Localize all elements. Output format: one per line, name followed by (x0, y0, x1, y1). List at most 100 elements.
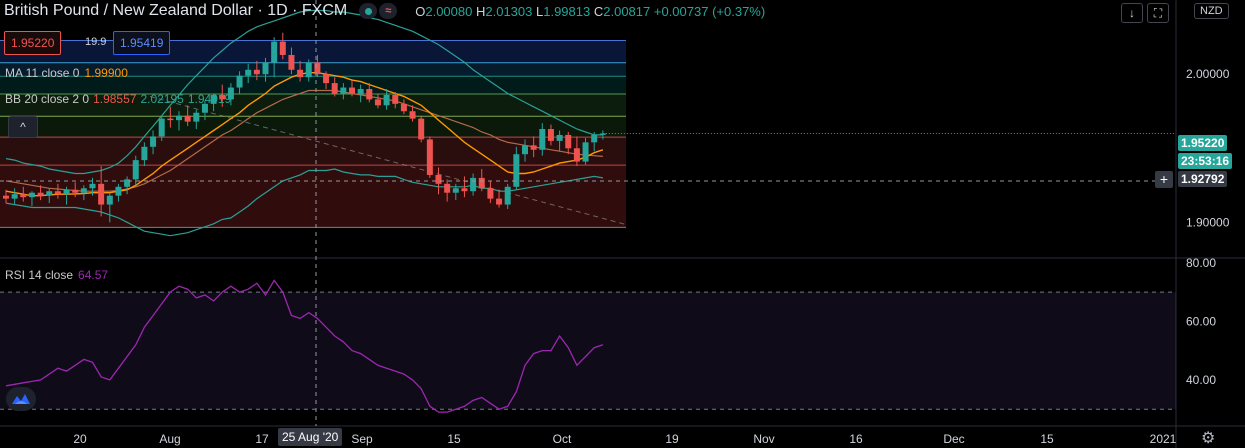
time-tick-label: 19 (665, 432, 679, 446)
candle-body (141, 146, 148, 161)
candle-body (444, 183, 451, 193)
time-tick-label: Dec (943, 432, 964, 446)
fullscreen-button[interactable]: ⛶ (1147, 3, 1169, 23)
ma-value: 1.99900 (84, 66, 128, 80)
collapse-legend-button[interactable]: ^ (8, 116, 38, 138)
scroll-down-button[interactable]: ↓ (1121, 3, 1143, 23)
candle-body (193, 112, 200, 122)
candle-body (253, 69, 260, 75)
sell-button[interactable]: 1.95220 (4, 31, 62, 55)
time-tick-label: 15 (1040, 432, 1054, 446)
bb-legend[interactable]: BB 20 close 2 0 1.98557 2.02195 1.94919 (5, 92, 231, 106)
rsi-tick-label: 40.00 (1186, 373, 1216, 387)
candle-body (80, 188, 87, 193)
candle-body (124, 179, 131, 187)
candle-body (271, 41, 278, 63)
candle-body (461, 188, 468, 192)
fib-zone (0, 94, 626, 117)
candle-body (383, 94, 390, 106)
high-label: H (475, 3, 486, 19)
crosshair-price-label: 1.92792 (1178, 171, 1228, 187)
ohlc-values: O2.00080 H2.01303 L1.99813 C2.00817 +0.0… (415, 4, 765, 19)
bb-upper-line (5, 9, 603, 175)
time-tick-label: 2021 (1150, 432, 1177, 446)
candle-body (11, 194, 18, 199)
candle-body (279, 41, 286, 55)
candle-body (20, 194, 27, 198)
tradingview-logo-icon[interactable] (6, 387, 36, 411)
candle-body (46, 191, 53, 196)
candle-body (227, 87, 234, 100)
trend-line (149, 95, 627, 226)
candle-body (513, 154, 520, 187)
price-tick-label: 1.90000 (1186, 215, 1230, 229)
candle-body (400, 103, 407, 112)
candle-body (106, 195, 113, 205)
candle-body (63, 189, 70, 195)
price-tick-label: 2.00000 (1186, 67, 1230, 81)
candle-body (565, 134, 572, 149)
candle-body (323, 74, 330, 84)
time-tick-label: Aug (159, 432, 180, 446)
candle-body (236, 75, 243, 88)
currency-badge[interactable]: NZD (1194, 3, 1229, 19)
time-tick-label: 17 (255, 432, 269, 446)
candle-body (28, 192, 35, 198)
candle-body (409, 111, 416, 119)
candle-body (158, 118, 165, 137)
candle-body (314, 62, 321, 75)
spread-value: 19.9 (85, 36, 107, 48)
candle-body (556, 134, 563, 141)
candle-body (582, 142, 589, 162)
bb-basis-value: 1.98557 (93, 92, 137, 106)
rsi-value: 64.57 (78, 268, 109, 282)
rsi-tick-label: 60.00 (1186, 314, 1216, 328)
candle-body (201, 103, 208, 113)
rsi-legend[interactable]: RSI 14 close 64.57 (5, 268, 108, 282)
settings-gear-icon[interactable]: ⚙ (1201, 430, 1216, 447)
rsi-line (5, 279, 604, 413)
open-value: 2.00080 (425, 3, 473, 19)
candle-body (115, 186, 122, 196)
rsi-label: RSI 14 close (5, 268, 74, 282)
candle-body (184, 115, 191, 122)
candle-body (219, 94, 226, 100)
candle-body (89, 183, 96, 189)
bb-lower-line (5, 168, 604, 237)
bar-countdown-label: 23:53:16 (1178, 153, 1233, 169)
candle-body (426, 139, 433, 175)
candle-body (504, 186, 511, 205)
close-label: C (593, 3, 604, 19)
candle-body (418, 118, 425, 140)
candle-body (591, 134, 598, 143)
candle-body (331, 83, 338, 94)
data-status-icon: ≈ (379, 3, 398, 19)
open-label: O (415, 3, 426, 19)
low-value: 1.99813 (543, 3, 591, 19)
time-tick-label: Sep (351, 432, 373, 446)
candle-body (176, 115, 182, 121)
last-price-label: 1.95220 (1178, 135, 1228, 151)
candle-body (366, 89, 373, 100)
symbol-header: British Pound / New Zealand Dollar · 1D … (4, 2, 765, 20)
candle-body (297, 69, 304, 78)
candle-body (210, 94, 217, 104)
candle-body (305, 62, 312, 78)
candle-body (349, 87, 355, 94)
candle-body (98, 183, 105, 205)
symbol-title[interactable]: British Pound / New Zealand Dollar · 1D … (4, 2, 348, 19)
candle-body (470, 177, 477, 192)
add-alert-plus-icon[interactable]: + (1155, 171, 1173, 188)
candle-body (374, 99, 381, 106)
candle-body (37, 192, 44, 196)
candle-body (539, 129, 546, 150)
change-value: +0.00737 (+0.37%) (653, 3, 766, 19)
ma-line (5, 71, 604, 197)
buy-button[interactable]: 1.95419 (113, 31, 171, 55)
fib-zone (0, 165, 626, 228)
ma-legend[interactable]: MA 11 close 0 1.99900 (5, 66, 128, 80)
candle-body (167, 118, 174, 121)
low-label: L (536, 3, 544, 19)
candle-body (573, 148, 580, 162)
